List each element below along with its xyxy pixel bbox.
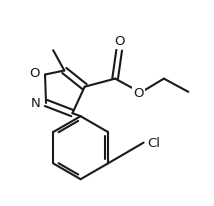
Text: O: O [30, 67, 40, 80]
Text: N: N [31, 97, 40, 110]
Text: Cl: Cl [148, 137, 161, 150]
Text: O: O [133, 87, 144, 100]
Text: O: O [114, 35, 125, 48]
